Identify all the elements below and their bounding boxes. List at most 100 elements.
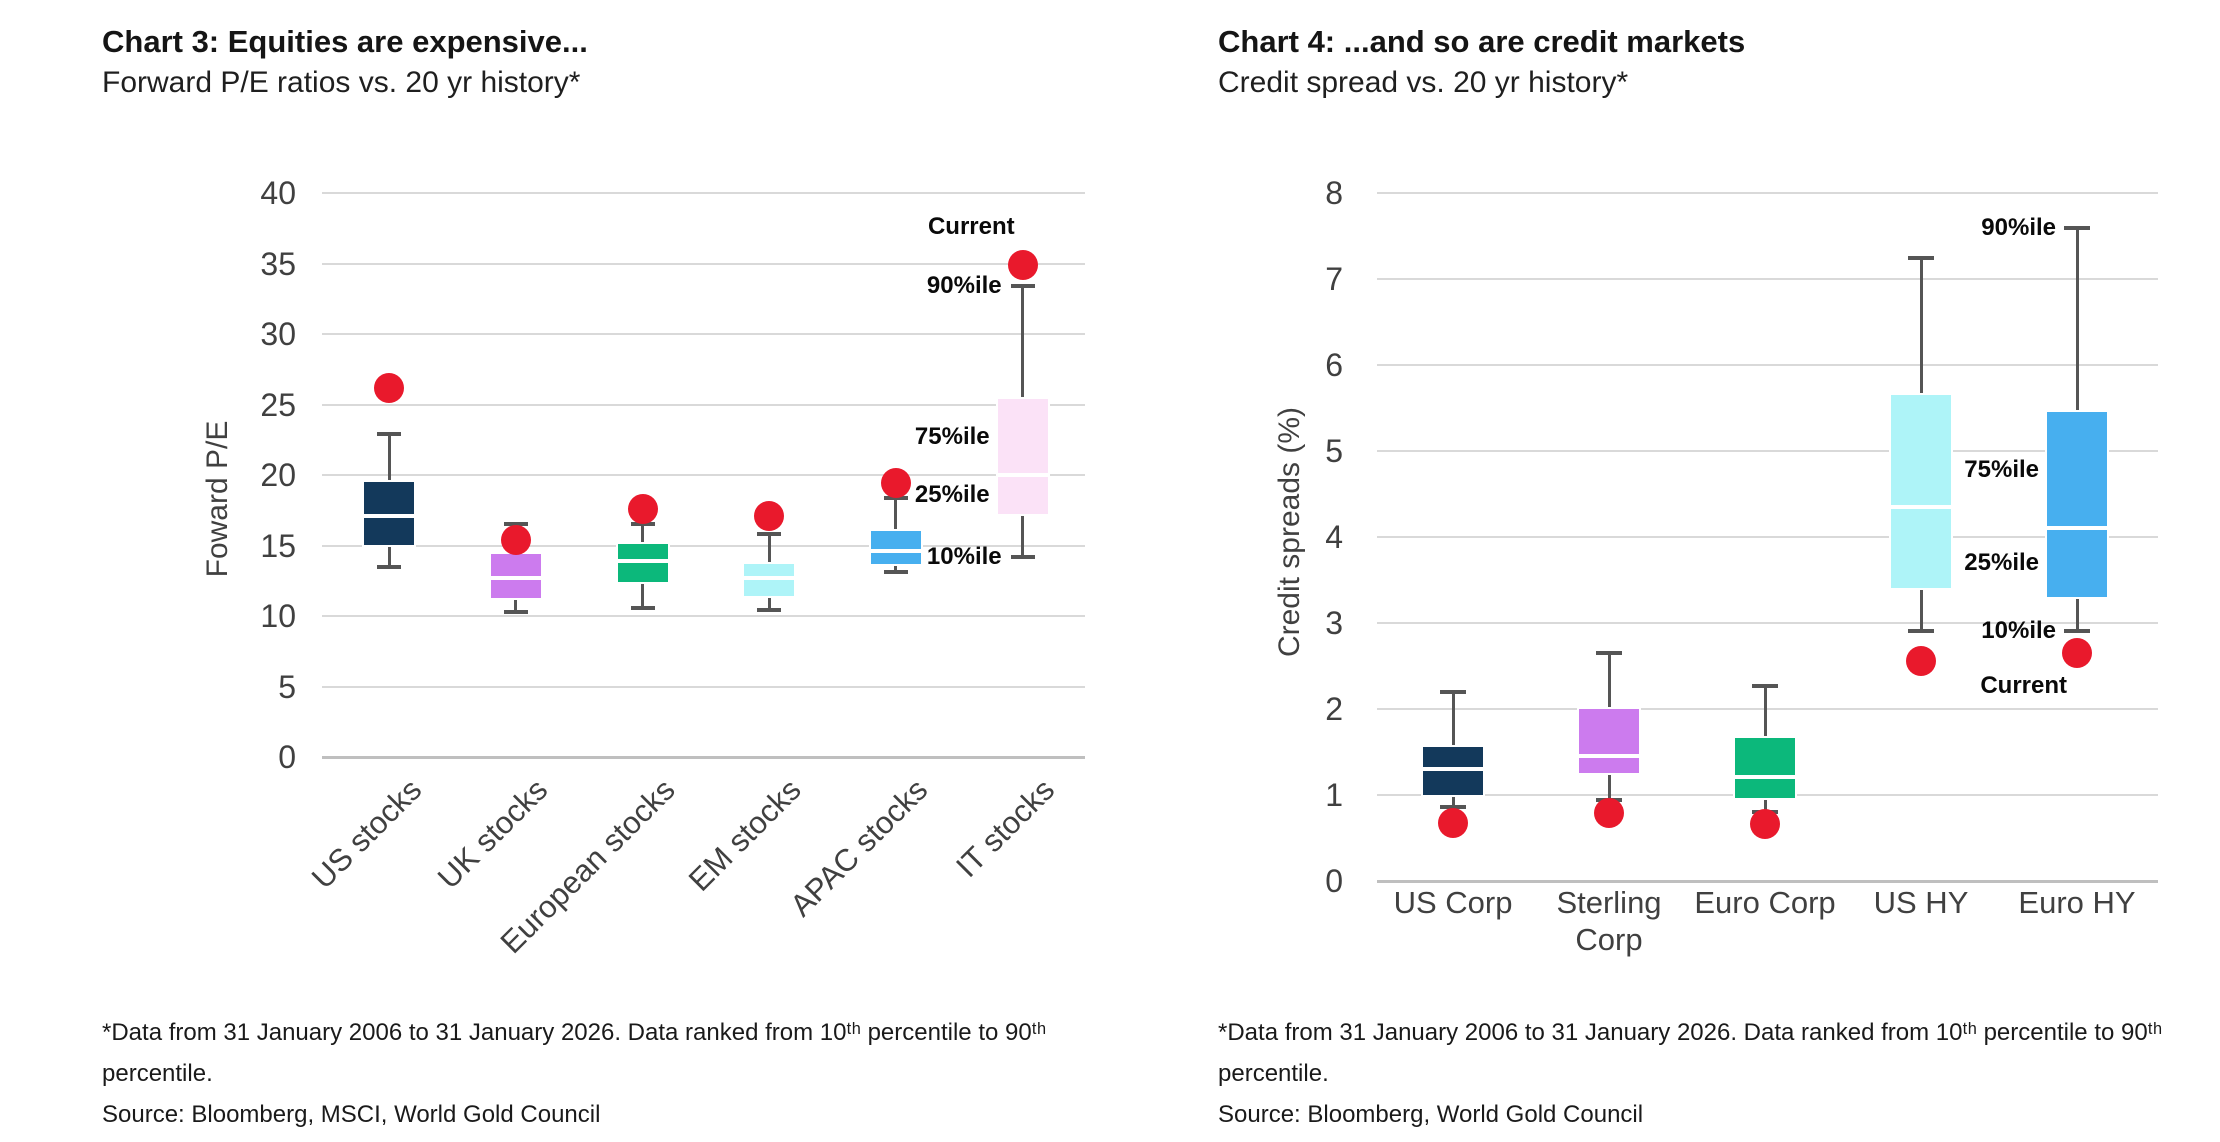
box-euro-hy — [2045, 410, 2109, 600]
y-tick-label: 20 — [260, 457, 296, 493]
median-line-euro-hy — [2047, 526, 2107, 531]
chart3-footnote-line2: percentile. — [102, 1060, 213, 1087]
chart3-footnote-line1: *Data from 31 January 2006 to 31 January… — [102, 1019, 1047, 1046]
annotation-25ile: 25%ile — [1964, 548, 2039, 576]
median-line-european-stocks — [617, 558, 668, 563]
current-dot-sterling-corp — [1594, 798, 1624, 829]
chart4-title: Chart 4: ...and so are credit markets — [1218, 24, 1746, 59]
chart3-subtitle: Forward P/E ratios vs. 20 yr history* — [102, 66, 581, 99]
whisker-cap-high-uk-stocks — [503, 522, 528, 527]
y-tick-label: 3 — [1325, 604, 1343, 641]
category-label-euro-hy: Euro HY — [2018, 885, 2136, 920]
median-line-uk-stocks — [490, 575, 541, 580]
whisker-cap-high-us-stocks — [377, 432, 402, 437]
category-label-sterling-corp: Sterling Corp — [1556, 885, 1662, 957]
current-dot-apac-stocks — [880, 468, 911, 499]
gridline — [322, 403, 1085, 406]
whisker-cap-high-us-hy — [1908, 255, 1934, 260]
y-tick-label: 2 — [1325, 690, 1343, 727]
annotation-75ile: 75%ile — [914, 422, 990, 450]
gridline — [322, 262, 1085, 265]
current-dot-us-corp — [1438, 807, 1468, 838]
y-tick-label: 15 — [260, 527, 296, 564]
box-sterling-corp — [1577, 706, 1641, 776]
y-tick-label: 5 — [1325, 433, 1343, 469]
category-label-us-corp: US Corp — [1393, 885, 1513, 920]
y-tick-label: 1 — [1325, 776, 1343, 813]
whisker-cap-low-apac-stocks — [883, 570, 908, 575]
current-dot-uk-stocks — [500, 524, 531, 555]
whisker-cap-low-us-hy — [1908, 629, 1934, 634]
y-tick-label: 10 — [260, 598, 296, 634]
chart4-footnote: *Data from 31 January 2006 to 31 January… — [1218, 1012, 2162, 1135]
y-tick-label: 4 — [1325, 518, 1343, 555]
x-axis-line — [322, 756, 1085, 759]
gridline — [322, 192, 1085, 194]
median-line-em-stocks — [744, 575, 795, 580]
whisker-cap-low-euro-hy — [2064, 629, 2090, 634]
whisker-cap-high-euro-corp — [1752, 684, 1778, 689]
annotation-75ile: 75%ile — [1964, 456, 2039, 484]
category-label-us-hy: US HY — [1873, 885, 1969, 920]
gridline — [322, 333, 1085, 335]
y-tick-label: 5 — [278, 668, 296, 705]
y-tick-label: 8 — [1325, 175, 1343, 212]
box-em-stocks — [742, 561, 797, 599]
annotation-90ile: 90%ile — [1981, 213, 2056, 241]
median-line-it-stocks — [997, 472, 1048, 477]
gridline — [322, 544, 1085, 547]
whisker-cap-low-em-stocks — [757, 608, 782, 613]
median-line-us-hy — [1891, 504, 1951, 509]
chart3-source: Source: Bloomberg, MSCI, World Gold Coun… — [102, 1101, 601, 1128]
annotation-10ile: 10%ile — [926, 542, 1002, 570]
annotation-90ile: 90%ile — [926, 272, 1002, 300]
y-tick-label: 25 — [260, 386, 296, 423]
whisker-cap-low-us-corp — [1440, 804, 1466, 809]
current-dot-em-stocks — [754, 500, 785, 531]
y-tick-label: 40 — [260, 175, 296, 211]
annotation-10ile: 10%ile — [1981, 617, 2056, 645]
chart4-source: Source: Bloomberg, World Gold Council — [1218, 1101, 1644, 1128]
y-tick-label: 6 — [1325, 347, 1343, 384]
gridline — [1377, 707, 2158, 710]
box-us-corp — [1421, 745, 1485, 797]
current-dot-euro-corp — [1750, 808, 1780, 839]
whisker-cap-low-it-stocks — [1010, 554, 1035, 559]
box-it-stocks — [995, 396, 1050, 517]
annotation-current: Current — [927, 212, 1015, 240]
box-us-stocks — [362, 480, 417, 548]
chart3-footnote: *Data from 31 January 2006 to 31 January… — [102, 1012, 1046, 1135]
whisker-cap-high-euro-hy — [2064, 225, 2090, 230]
chart4-subtitle: Credit spread vs. 20 yr history* — [1218, 66, 1629, 99]
y-tick-label: 35 — [260, 245, 296, 282]
box-euro-corp — [1733, 735, 1797, 801]
annotation-25ile: 25%ile — [914, 480, 990, 508]
whisker-cap-high-it-stocks — [1010, 284, 1035, 289]
whisker-cap-high-us-corp — [1440, 689, 1466, 694]
annotation-current: Current — [1980, 671, 2067, 699]
current-dot-us-hy — [1906, 646, 1936, 677]
category-label-euro-corp: Euro Corp — [1694, 885, 1836, 920]
current-dot-european-stocks — [627, 493, 658, 524]
median-line-apac-stocks — [870, 549, 921, 554]
gridline — [1377, 278, 2158, 281]
gridline — [322, 615, 1085, 617]
current-dot-us-stocks — [374, 372, 405, 403]
y-tick-label: 30 — [260, 316, 296, 352]
whisker-cap-high-european-stocks — [630, 522, 655, 527]
box-us-hy — [1889, 393, 1953, 591]
gridline — [1377, 364, 2158, 367]
median-line-us-stocks — [364, 513, 415, 518]
whisker-cap-high-sterling-corp — [1596, 650, 1622, 655]
gridline — [322, 474, 1085, 476]
current-dot-it-stocks — [1007, 249, 1038, 280]
median-line-euro-corp — [1735, 775, 1795, 780]
gridline — [1377, 621, 2158, 624]
chart4-footnote-line1: *Data from 31 January 2006 to 31 January… — [1218, 1019, 2163, 1046]
median-line-us-corp — [1423, 766, 1483, 771]
x-axis-line — [1377, 879, 2158, 883]
y-tick-label: 7 — [1325, 261, 1343, 298]
